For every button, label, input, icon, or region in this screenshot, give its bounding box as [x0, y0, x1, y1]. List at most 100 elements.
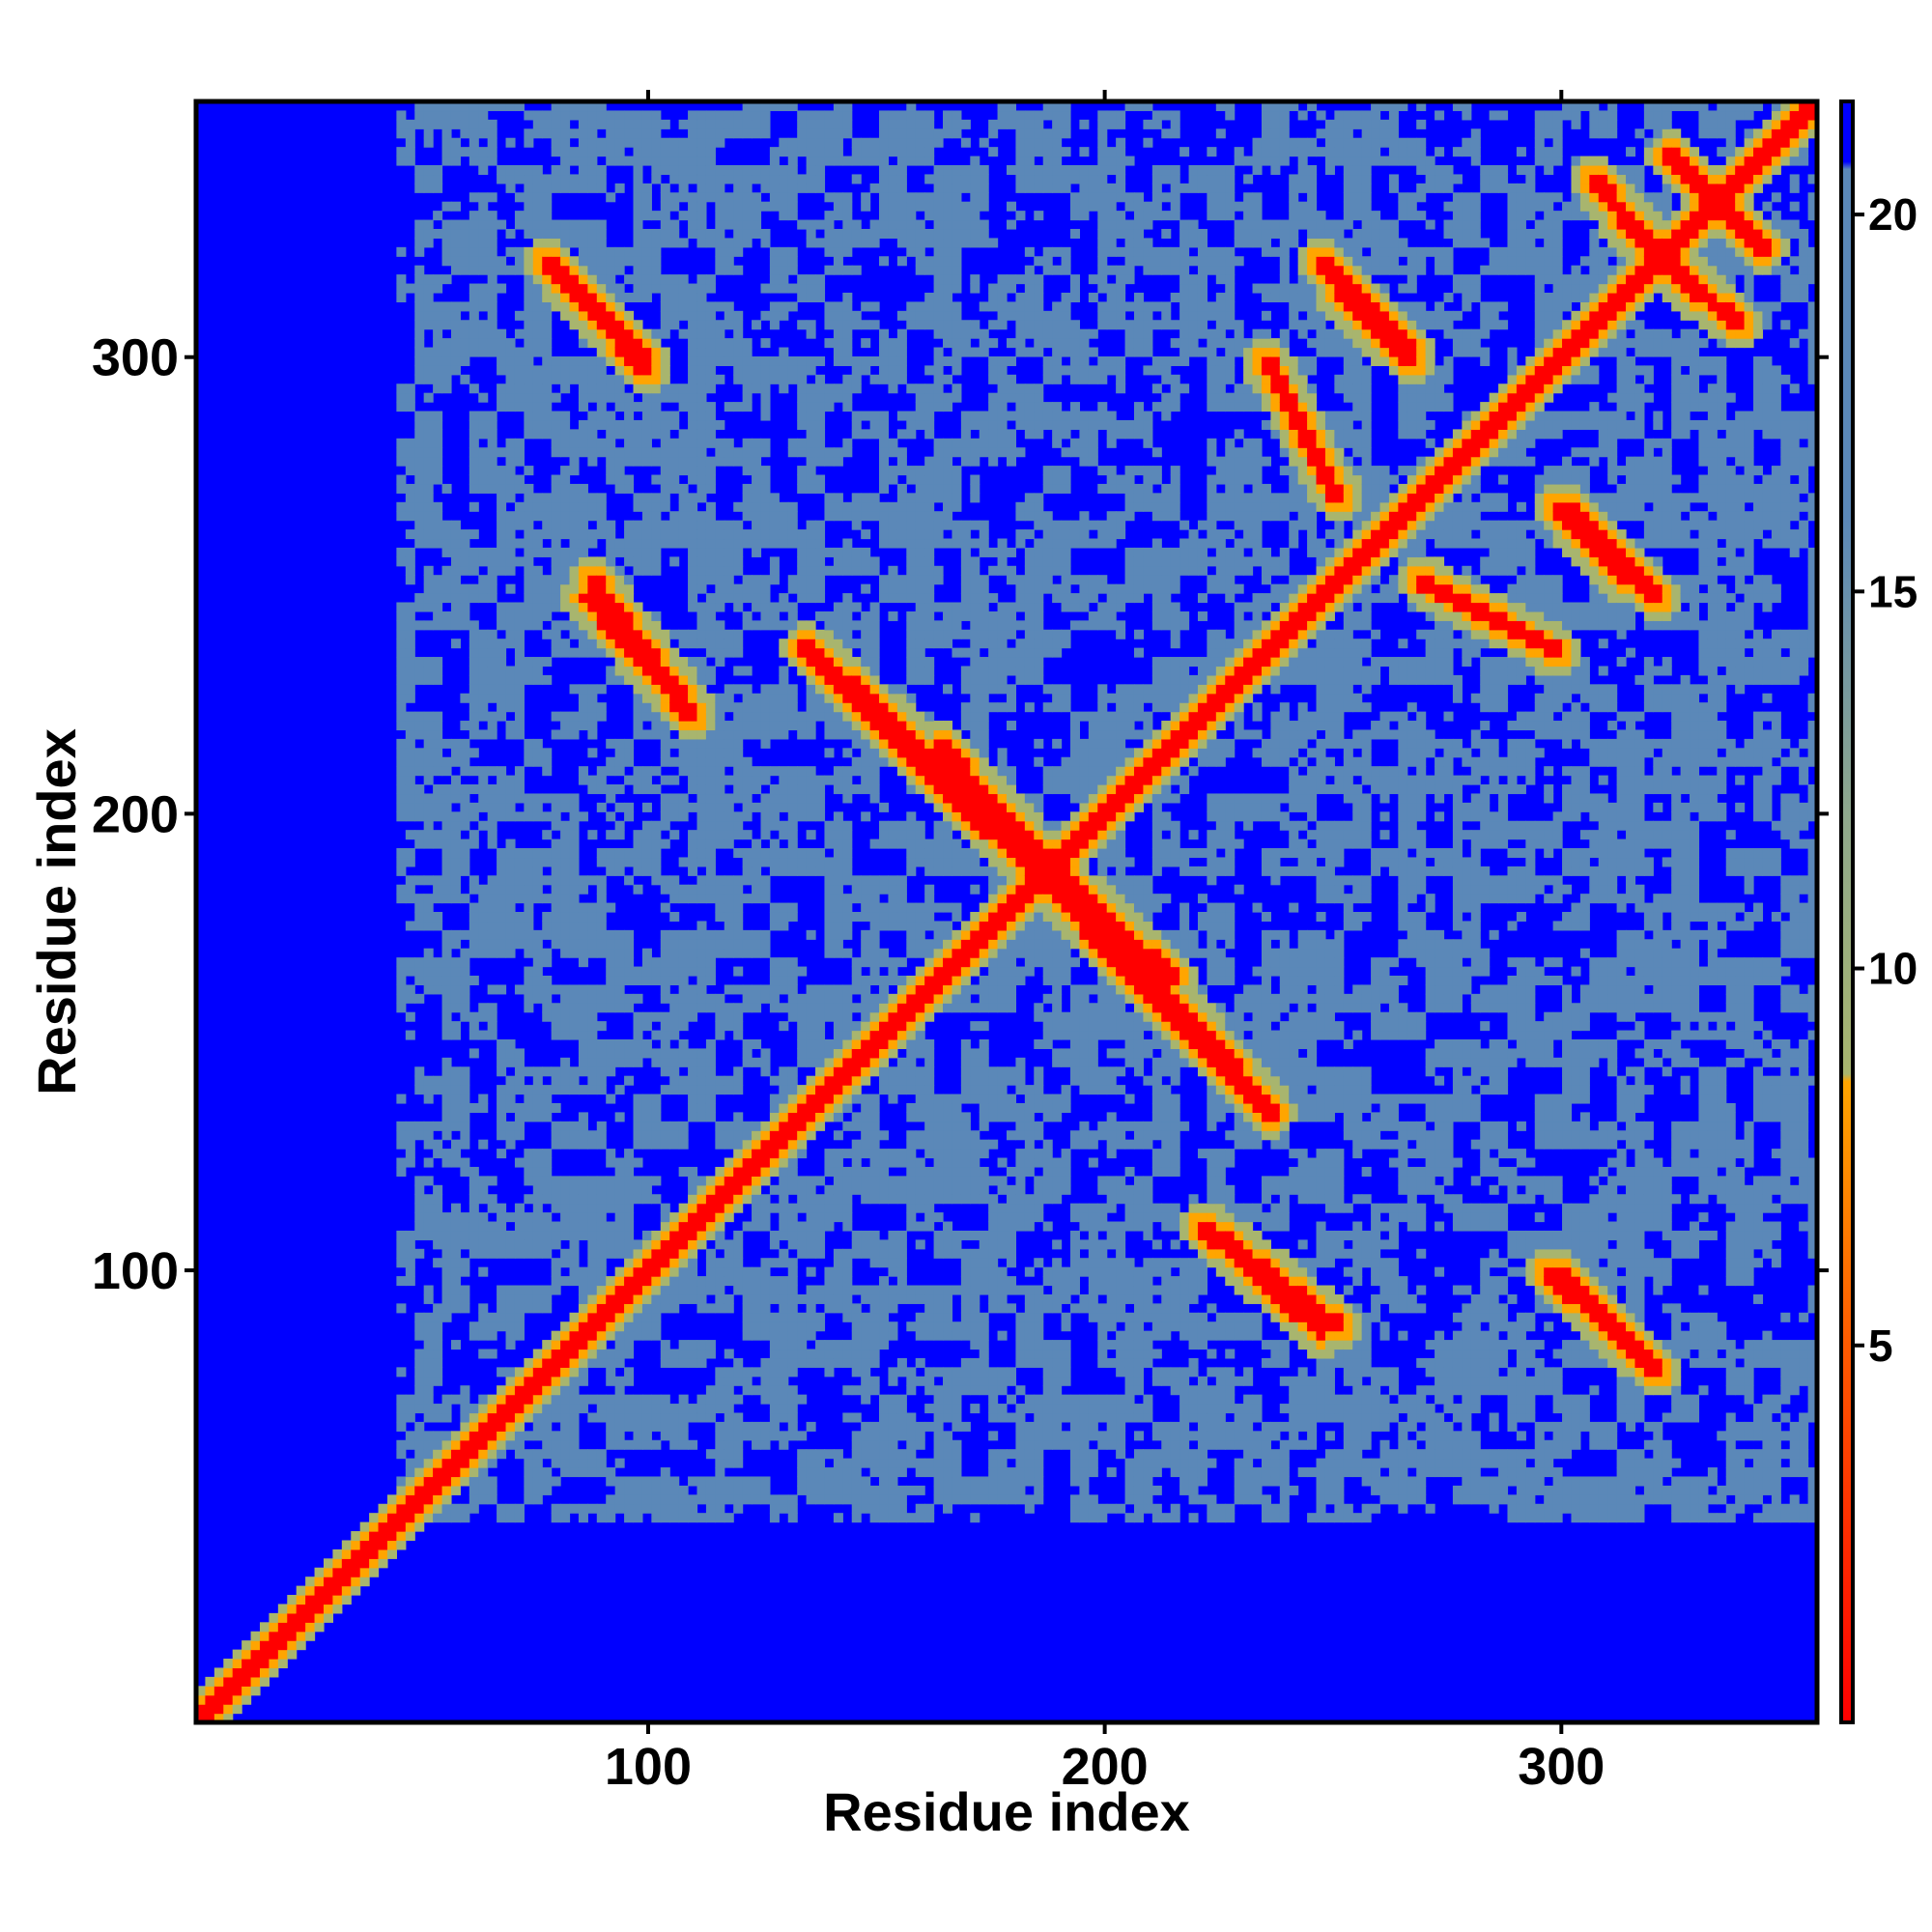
heatmap-cell [542, 602, 553, 612]
heatmap-cell [779, 1166, 789, 1177]
heatmap-cell [633, 629, 643, 639]
heatmap-cell [696, 1276, 707, 1287]
heatmap-cell [624, 1239, 635, 1250]
heatmap-cell [587, 556, 598, 567]
heatmap-cell [669, 228, 680, 240]
heatmap-cell [396, 993, 407, 1004]
heatmap-cell [332, 1585, 343, 1596]
heatmap-cell [742, 593, 753, 604]
heatmap-cell [760, 738, 771, 749]
heatmap-cell [514, 1513, 525, 1523]
heatmap-cell [514, 384, 525, 394]
heatmap-cell [487, 128, 497, 139]
heatmap-cell [606, 811, 616, 822]
heatmap-cell [733, 338, 744, 349]
heatmap-cell [414, 347, 425, 357]
heatmap-cell [433, 784, 443, 795]
heatmap-cell [532, 793, 543, 804]
heatmap-cell [414, 493, 425, 503]
heatmap-cell [733, 1003, 744, 1013]
heatmap-cell [733, 1439, 744, 1450]
heatmap-cell [469, 693, 479, 703]
heatmap-cell [587, 1021, 598, 1032]
heatmap-cell [497, 1394, 507, 1405]
heatmap-cell [386, 1494, 397, 1505]
heatmap-cell [423, 1412, 434, 1423]
heatmap-cell [405, 1431, 415, 1441]
heatmap-cell [487, 301, 497, 312]
heatmap-cell [696, 1176, 707, 1186]
heatmap-cell [678, 984, 689, 995]
heatmap-cell [742, 101, 753, 112]
heatmap-cell [833, 939, 843, 950]
heatmap-cell [724, 684, 734, 695]
heatmap-cell [742, 766, 753, 777]
heatmap-cell [715, 1030, 725, 1040]
heatmap-cell [213, 1686, 224, 1696]
heatmap-cell [505, 1439, 516, 1450]
heatmap-cell [423, 1176, 434, 1186]
heatmap-cell [469, 721, 479, 731]
heatmap-cell [414, 1367, 425, 1378]
heatmap-cell [806, 520, 816, 530]
heatmap-cell [460, 1166, 470, 1177]
heatmap-cell [688, 884, 698, 895]
heatmap-cell [497, 1057, 507, 1067]
heatmap-cell [560, 602, 571, 612]
heatmap-cell [441, 583, 452, 594]
heatmap-cell [678, 702, 689, 713]
heatmap-cell [532, 984, 543, 995]
heatmap-cell [797, 547, 808, 557]
heatmap-cell [624, 529, 635, 540]
heatmap-cells [196, 101, 1817, 1722]
heatmap-cell [514, 629, 525, 639]
heatmap-cell [624, 1293, 635, 1304]
heatmap-cell [715, 1276, 725, 1287]
heatmap-cell [769, 857, 780, 867]
heatmap-cell [715, 1458, 725, 1468]
heatmap-cell [669, 657, 680, 668]
heatmap-cell [688, 1494, 698, 1505]
heatmap-cell [441, 593, 452, 604]
heatmap-cell [669, 1221, 680, 1232]
heatmap-cell [560, 137, 571, 148]
heatmap-cell [505, 246, 516, 257]
heatmap-cell [641, 565, 652, 576]
heatmap-cell [651, 1276, 662, 1287]
heatmap-cell [696, 620, 707, 631]
heatmap-cell [787, 1431, 798, 1441]
heatmap-cell [514, 929, 525, 940]
heatmap-cell [705, 711, 716, 722]
heatmap-cell [514, 1285, 525, 1295]
heatmap-cell [532, 1176, 543, 1186]
heatmap-cell [269, 1631, 279, 1641]
heatmap-cell [441, 1412, 452, 1423]
heatmap-cell [797, 647, 808, 658]
heatmap-cell [779, 1385, 789, 1396]
heatmap-cell [505, 1431, 516, 1441]
heatmap-cell [760, 830, 771, 840]
heatmap-cell [614, 1476, 625, 1487]
heatmap-cell [569, 128, 580, 139]
heatmap-cell [733, 1085, 744, 1095]
heatmap-cell [779, 957, 789, 968]
heatmap-cell [505, 1248, 516, 1259]
heatmap-cell [724, 1011, 734, 1022]
heatmap-cell [696, 1293, 707, 1304]
heatmap-cell [524, 575, 534, 585]
heatmap-cell [578, 565, 588, 576]
heatmap-cell [606, 993, 616, 1004]
heatmap-cell [769, 520, 780, 530]
heatmap-cell [760, 1439, 771, 1450]
heatmap-cell [651, 274, 662, 285]
heatmap-cell [433, 529, 443, 540]
heatmap-cell [487, 438, 497, 448]
heatmap-cell [569, 156, 580, 166]
heatmap-cell [742, 1057, 753, 1067]
heatmap-cell [487, 211, 497, 221]
heatmap-cell [478, 674, 489, 685]
heatmap-cell [742, 784, 753, 795]
heatmap-cell [633, 693, 643, 703]
heatmap-cell [724, 738, 734, 749]
heatmap-cell [614, 1503, 625, 1514]
